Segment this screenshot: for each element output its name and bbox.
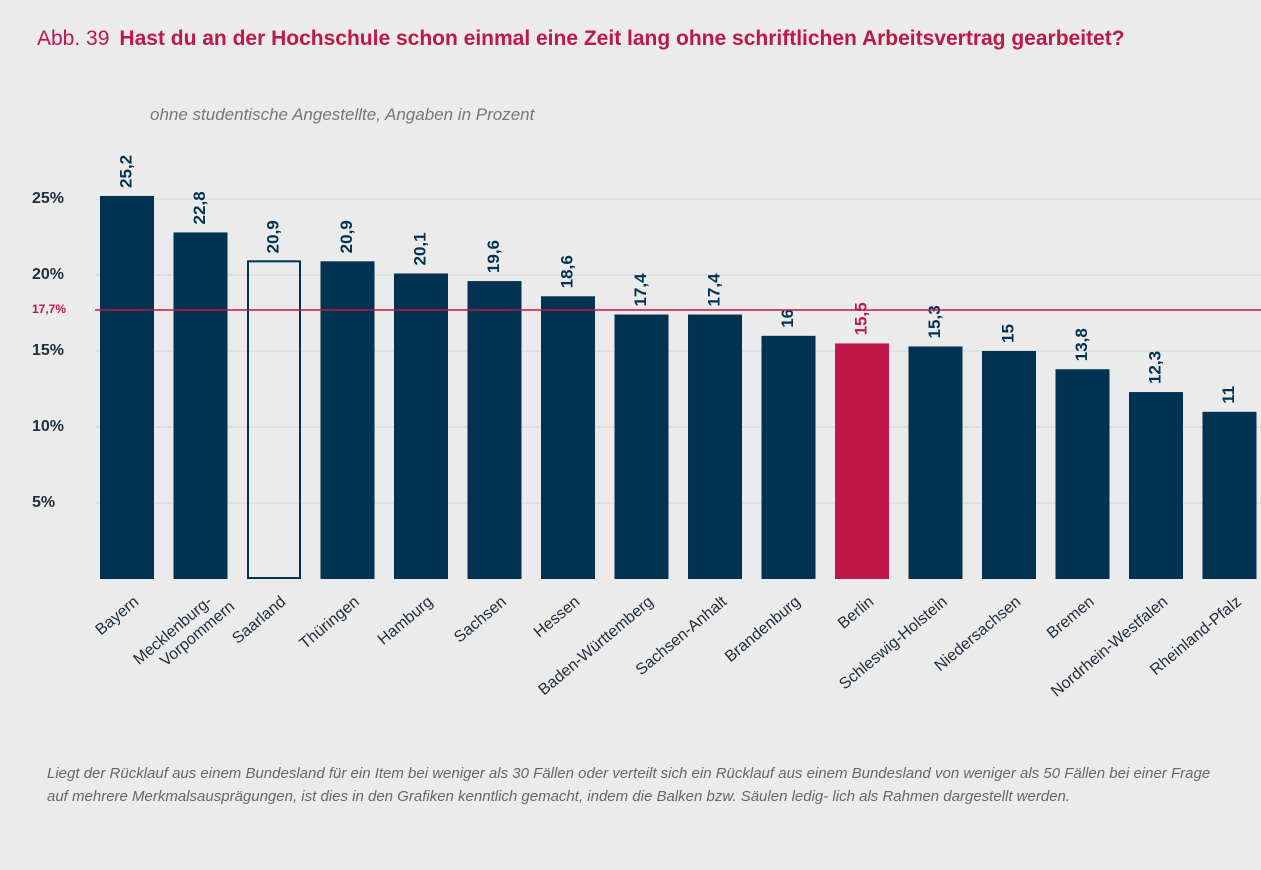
x-tick-label: Berlin <box>835 593 877 632</box>
x-tick-label: Mecklenburg-Vorpommern <box>131 584 239 682</box>
y-tick-label: 5% <box>32 494 55 511</box>
bar <box>247 260 301 579</box>
bar <box>614 314 669 579</box>
footnote: Liegt der Rücklauf aus einem Bundesland … <box>47 765 1211 805</box>
value-label: 15,5 <box>851 302 870 335</box>
value-label: 25,2 <box>116 155 135 188</box>
bar <box>100 195 154 579</box>
bar <box>394 273 448 579</box>
value-label: 12,3 <box>1145 351 1164 384</box>
bar <box>908 346 963 579</box>
bar <box>835 343 889 579</box>
chart-subtitle: ohne studentische Angestellte, Angaben i… <box>150 105 535 124</box>
y-tick-label: 10% <box>32 418 64 435</box>
x-tick-label: Hessen <box>531 593 583 641</box>
bar <box>320 261 375 579</box>
x-tick-label: Saarland <box>229 593 289 647</box>
x-tick-label: Hamburg <box>375 593 436 648</box>
value-label: 17,4 <box>631 273 650 307</box>
bar <box>541 296 595 579</box>
bar <box>173 232 228 579</box>
reference-label: 17,7% <box>32 302 66 316</box>
figure-label: Abb. 39 <box>37 27 110 50</box>
value-label: 11 <box>1219 386 1238 404</box>
value-label: 17,4 <box>704 273 723 307</box>
bar <box>1202 411 1257 579</box>
value-label: 18,6 <box>557 255 576 288</box>
value-label: 20,9 <box>337 220 356 253</box>
value-label: 16 <box>778 309 797 328</box>
chart-title: Hast du an der Hochschule schon einmal e… <box>119 27 1125 50</box>
y-tick-label: 25% <box>32 190 64 207</box>
x-tick-label: Bayern <box>93 593 143 639</box>
bar <box>688 314 742 579</box>
x-tick-label: Bremen <box>1044 593 1098 642</box>
x-tick-label: Thüringen <box>297 593 363 652</box>
value-label: 13,8 <box>1072 328 1091 361</box>
value-label: 20,1 <box>410 232 429 265</box>
value-label: 15 <box>998 324 1017 343</box>
header: Abb. 39 Hast du an der Hochschule schon … <box>37 22 1189 56</box>
bar <box>467 281 522 579</box>
y-tick-label: 15% <box>32 342 64 359</box>
bar <box>1129 392 1183 579</box>
y-tick-label: 20% <box>32 266 64 283</box>
value-label: 15,3 <box>925 305 944 338</box>
value-label: 19,6 <box>484 240 503 273</box>
bar <box>1055 369 1110 579</box>
value-label: 22,8 <box>190 191 209 224</box>
bar <box>982 351 1036 579</box>
x-tick-label: Brandenburg <box>722 593 804 666</box>
bar <box>761 335 816 579</box>
x-tick-label: Sachsen <box>451 593 510 646</box>
value-label: 20,9 <box>263 220 282 253</box>
